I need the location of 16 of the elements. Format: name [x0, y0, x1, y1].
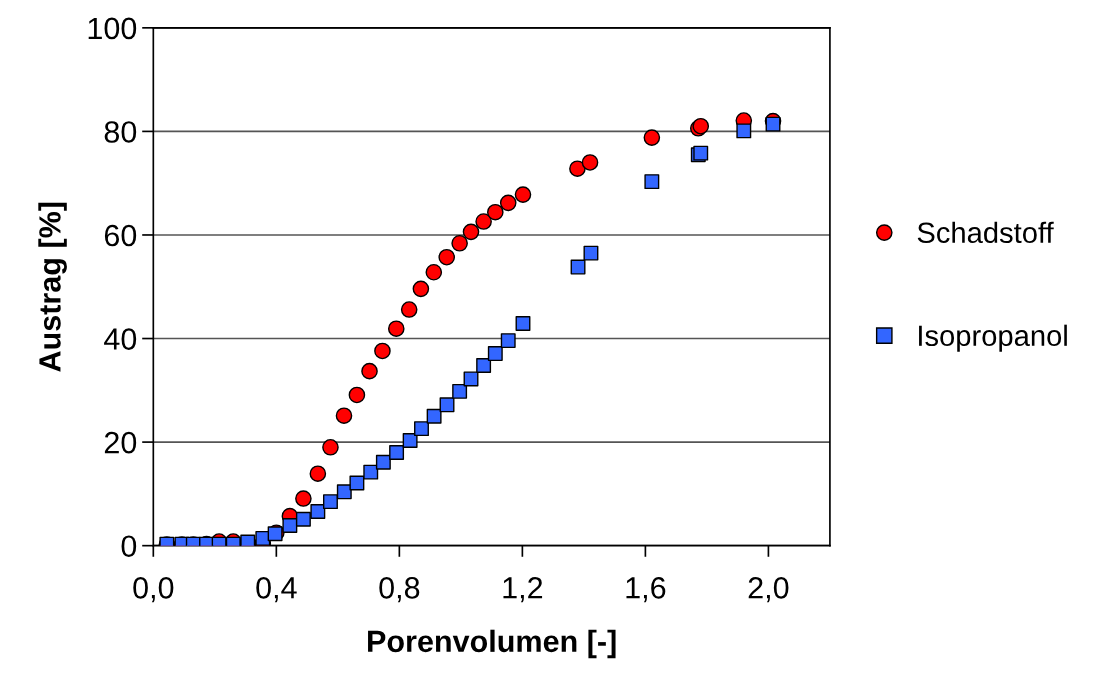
- legend-label: Schadstoff: [917, 221, 1054, 244]
- x-tick-label: 0,8: [379, 577, 420, 603]
- y-tick-label: 0: [121, 535, 137, 558]
- y-tick-label: 40: [104, 328, 137, 350]
- y-tick-label: 20: [104, 431, 137, 454]
- y-tick-label: 100: [88, 17, 137, 40]
- x-tick-label: 2,0: [748, 577, 789, 603]
- y-axis-title: Austrag [%]: [38, 202, 67, 372]
- x-tick-label: 0,0: [133, 577, 174, 603]
- y-tick-label: 80: [104, 121, 137, 143]
- y-tick-label: 60: [104, 224, 137, 247]
- x-tick-label: 1,6: [626, 577, 666, 603]
- x-tick-label: 0,4: [256, 577, 297, 603]
- legend-label: Isopropanol: [919, 324, 1067, 352]
- x-axis-title: Porenvolumen [-]: [368, 629, 616, 659]
- x-tick-label: 1,2: [503, 577, 543, 603]
